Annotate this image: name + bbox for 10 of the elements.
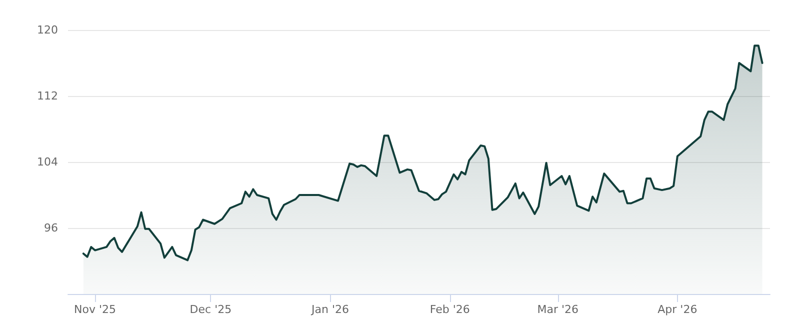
y-tick-label: 104 <box>37 156 58 168</box>
x-tick-label: Apr '26 <box>658 303 698 316</box>
x-tick-label: Dec '25 <box>190 303 232 316</box>
x-tick-label: Mar '26 <box>537 303 578 316</box>
y-tick-label: 112 <box>37 90 58 102</box>
x-tick-label: Feb '26 <box>430 303 470 316</box>
y-tick-label: 120 <box>37 24 58 36</box>
x-tick-label: Nov '25 <box>74 303 116 316</box>
x-tick-label: Jan '26 <box>310 303 350 316</box>
y-tick-label: 96 <box>44 222 58 234</box>
